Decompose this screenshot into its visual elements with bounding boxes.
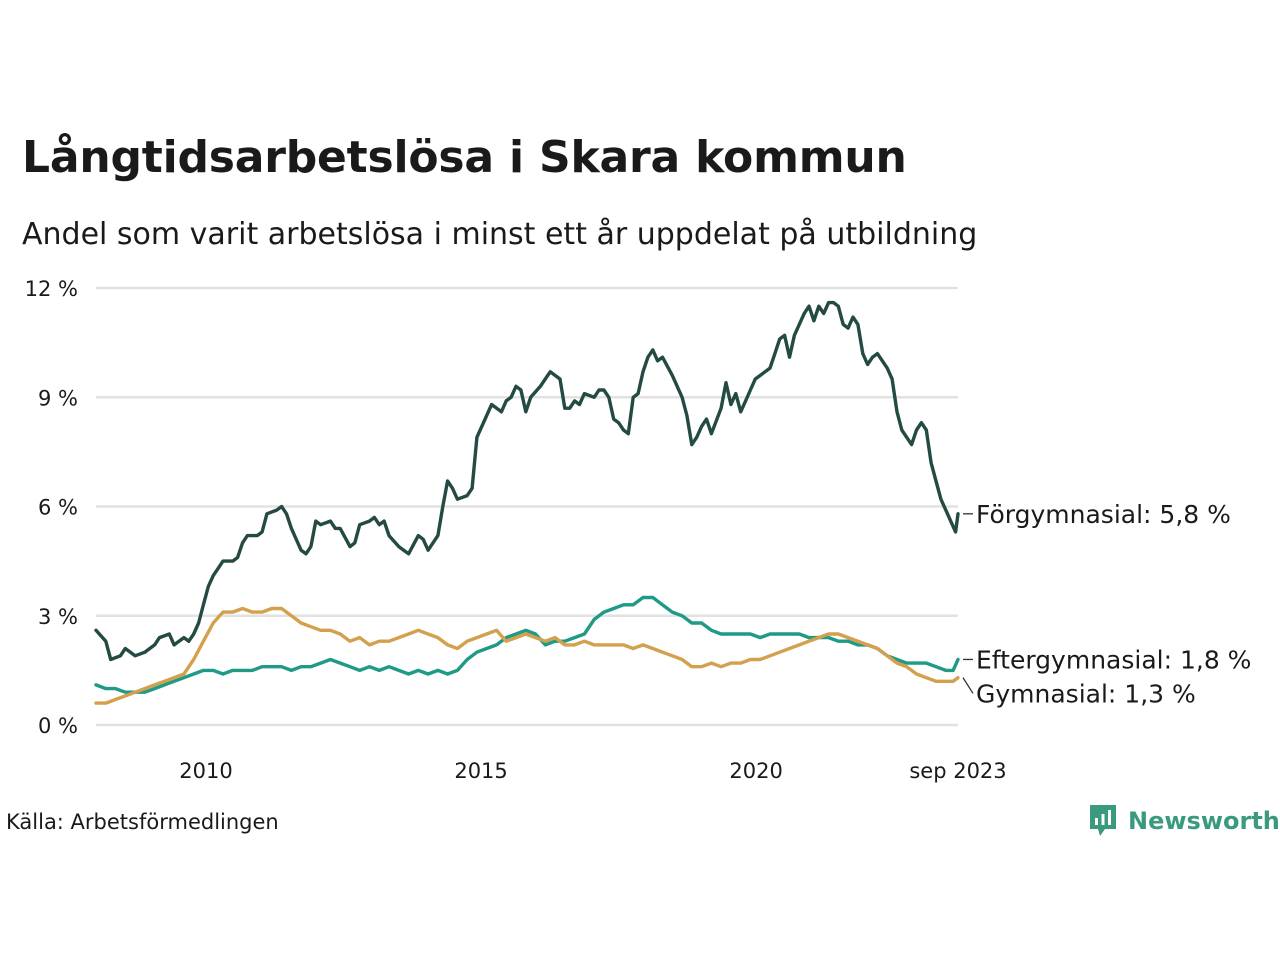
label-connector — [962, 677, 974, 694]
series-end-labels: Förgymnasial: 5,8 % Eftergymnasial: 1,8 %… — [962, 500, 1251, 708]
series-lines — [94, 300, 960, 705]
source-note: Källa: Arbetsförmedlingen — [6, 810, 279, 834]
series-line-gymnasial — [94, 606, 960, 705]
y-tick-label: 0 % — [38, 714, 78, 738]
y-tick-label: 3 % — [38, 605, 78, 629]
x-tick-label: 2015 — [454, 759, 507, 783]
series-label-eftergymnasial: Eftergymnasial: 1,8 % — [976, 645, 1251, 674]
x-axis-tick-labels: 2010 2015 2020 sep 2023 — [179, 759, 1006, 783]
y-tick-label: 12 % — [25, 277, 78, 301]
y-axis-tick-labels: 0 % 3 % 6 % 9 % 12 % — [25, 277, 78, 738]
x-tick-label: 2020 — [729, 759, 782, 783]
chart-subtitle: Andel som varit arbetslösa i minst ett å… — [22, 217, 978, 252]
newsworthy-logo-icon — [1090, 805, 1116, 836]
series-label-förgymnasial: Förgymnasial: 5,8 % — [976, 500, 1231, 529]
y-tick-label: 9 % — [38, 386, 78, 410]
x-tick-label: sep 2023 — [909, 759, 1006, 783]
x-tick-label: 2010 — [179, 759, 232, 783]
y-tick-label: 6 % — [38, 496, 78, 520]
newsworthy-logo-text: Newsworthy — [1128, 807, 1280, 835]
series-label-gymnasial: Gymnasial: 1,3 % — [976, 679, 1196, 708]
gridlines — [96, 286, 958, 727]
newsworthy-logo: Newsworthy — [1088, 803, 1280, 839]
chart-title: Långtidsarbetslösa i Skara kommun — [22, 132, 907, 183]
series-line-förgymnasial — [94, 300, 960, 662]
